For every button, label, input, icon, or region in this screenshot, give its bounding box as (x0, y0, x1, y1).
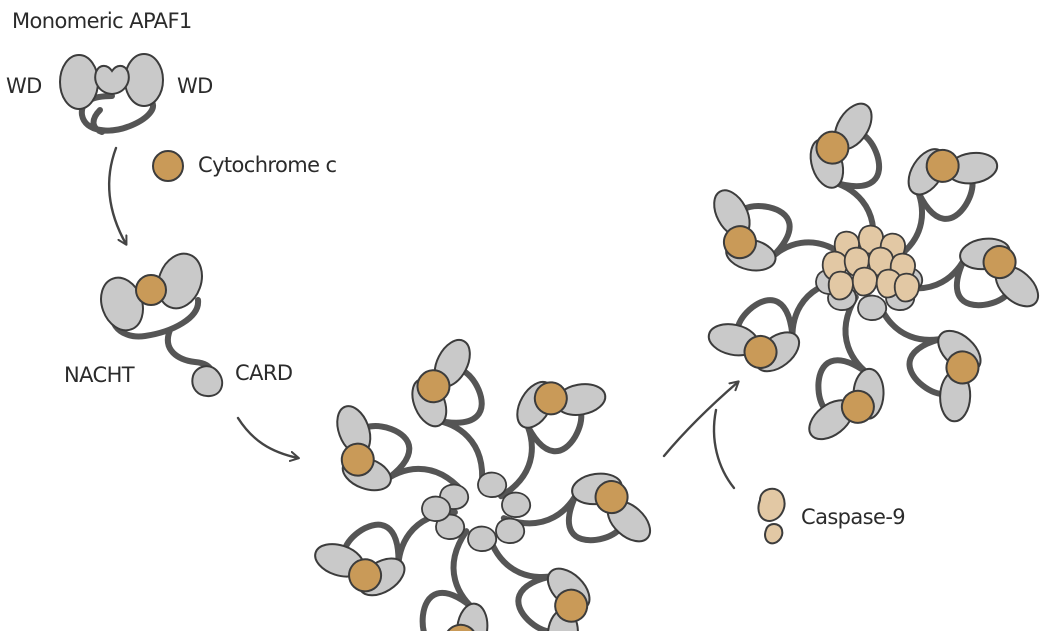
caspase-label: Caspase-9 (801, 505, 905, 529)
title-label: Monomeric APAF1 (12, 9, 192, 33)
arrow-icon (107, 146, 126, 244)
cytochrome-c-icon (152, 150, 184, 182)
nacht-label: NACHT (64, 363, 135, 387)
apaf1-monomer-icon (59, 53, 164, 135)
caspase-9-icon (757, 487, 786, 545)
wd-right-label: WD (177, 74, 213, 98)
activated-apaf1-icon (100, 252, 224, 398)
card-label: CARD (235, 361, 292, 385)
cytochrome-label: Cytochrome c (198, 153, 337, 177)
apoptosome-icon (301, 333, 668, 631)
arrow-icon (662, 382, 738, 458)
apoptosome-caspase-complex-icon (682, 96, 1055, 465)
arrow-icon (236, 416, 298, 458)
arrow-icon (712, 408, 736, 490)
wd-left-label: WD (6, 74, 42, 98)
